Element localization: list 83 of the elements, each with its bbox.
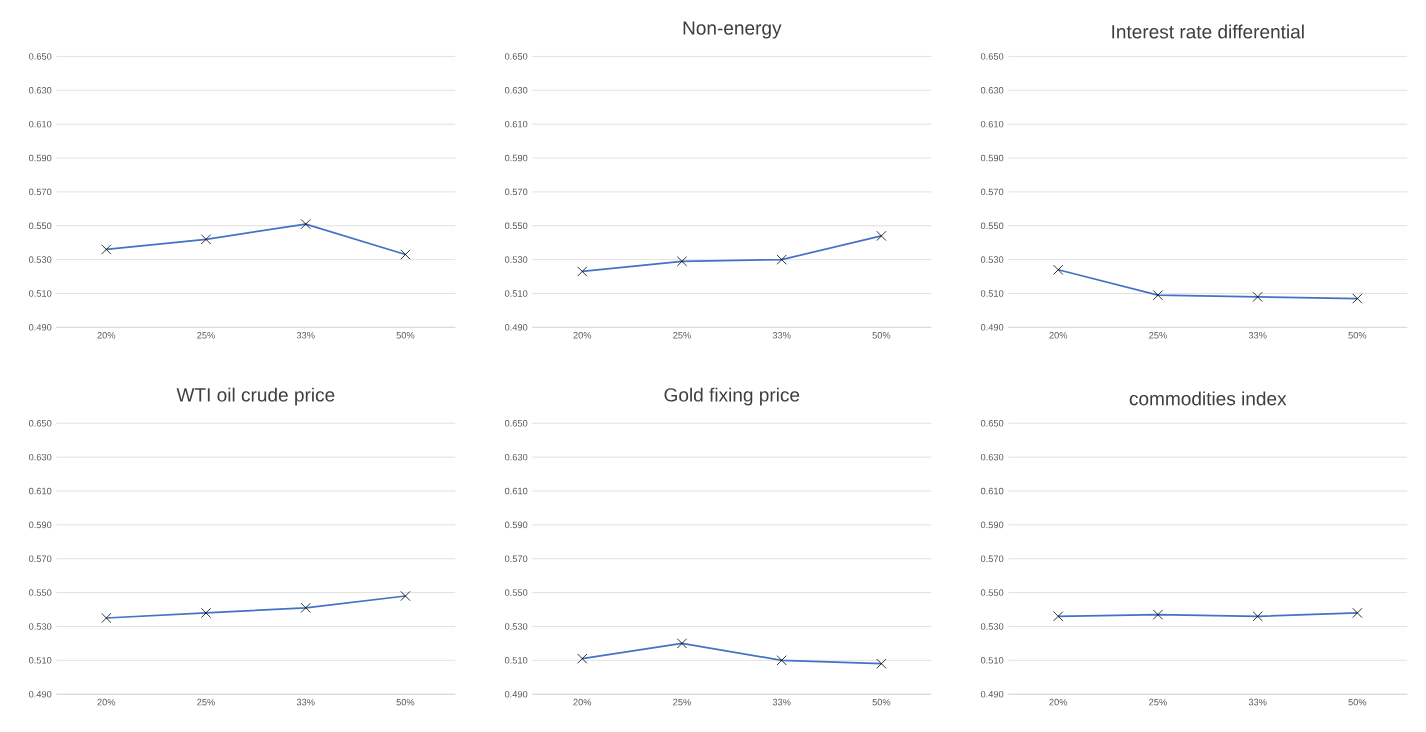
- x-tick-label: 20%: [1049, 698, 1068, 706]
- y-tick-label: 0.530: [980, 256, 1004, 263]
- y-tick-label: 0.530: [28, 623, 52, 630]
- y-tick-label: 0.550: [980, 222, 1004, 230]
- y-tick-label: 0.630: [504, 87, 528, 94]
- y-tick-label: 0.650: [504, 53, 528, 60]
- y-tick-label: 0.590: [28, 521, 52, 529]
- x-tick-label: 25%: [673, 698, 691, 706]
- y-tick-label: 0.610: [504, 487, 528, 495]
- x-tick-label: 50%: [1348, 698, 1367, 706]
- y-tick-label: 0.550: [504, 222, 528, 230]
- x-tick-label: 33%: [296, 332, 315, 339]
- y-tick-label: 0.570: [504, 188, 528, 196]
- x-tick-label: 25%: [673, 332, 691, 339]
- y-tick-label: 0.650: [980, 53, 1004, 60]
- x-tick-label: 50%: [396, 698, 415, 706]
- y-tick-label: 0.630: [504, 453, 528, 461]
- y-tick-label: 0.590: [504, 521, 528, 529]
- y-tick-label: 0.590: [980, 154, 1004, 162]
- y-tick-label: 0.510: [28, 657, 52, 664]
- y-tick-label: 0.630: [28, 453, 52, 461]
- y-tick-label: 0.510: [28, 290, 52, 297]
- y-tick-label: 0.610: [28, 120, 52, 128]
- y-tick-label: 0.650: [504, 420, 528, 427]
- y-tick-label: 0.610: [28, 487, 52, 495]
- y-tick-label: 0.590: [28, 154, 52, 162]
- x-tick-label: 20%: [573, 698, 592, 706]
- x-tick-label: 50%: [872, 698, 891, 706]
- x-tick-label: 25%: [1149, 332, 1167, 339]
- y-tick-label: 0.570: [980, 188, 1004, 196]
- y-tick-label: 0.490: [504, 691, 528, 698]
- x-tick-label: 33%: [296, 698, 315, 706]
- y-tick-label: 0.490: [504, 324, 528, 331]
- x-tick-label: 50%: [872, 332, 891, 339]
- y-tick-label: 0.550: [28, 589, 52, 596]
- y-tick-label: 0.630: [980, 87, 1004, 94]
- y-tick-label: 0.590: [980, 521, 1004, 529]
- y-tick-label: 0.510: [504, 657, 528, 664]
- x-tick-label: 33%: [1248, 332, 1267, 339]
- chart-title: Non-energy: [683, 21, 782, 39]
- x-tick-label: 20%: [97, 698, 116, 706]
- y-tick-label: 0.510: [980, 657, 1004, 664]
- x-tick-label: 25%: [197, 332, 215, 339]
- x-tick-label: 33%: [772, 698, 791, 706]
- y-tick-label: 0.570: [504, 555, 528, 563]
- y-tick-label: 0.610: [504, 120, 528, 128]
- y-tick-label: 0.510: [980, 290, 1004, 297]
- x-tick-label: 20%: [573, 332, 592, 339]
- y-tick-label: 0.550: [504, 589, 528, 596]
- x-tick-label: 33%: [1248, 698, 1267, 706]
- y-tick-label: 0.610: [980, 120, 1004, 128]
- y-tick-label: 0.610: [980, 487, 1004, 495]
- chart-title: commodities index: [1129, 391, 1287, 406]
- x-tick-label: 25%: [197, 698, 215, 706]
- y-tick-label: 0.650: [980, 420, 1004, 427]
- y-tick-label: 0.570: [28, 188, 52, 196]
- y-tick-label: 0.490: [980, 691, 1004, 698]
- y-tick-label: 0.590: [504, 154, 528, 162]
- y-tick-label: 0.490: [980, 324, 1004, 331]
- y-tick-label: 0.550: [980, 589, 1004, 596]
- chart-title: WTI oil crude price: [176, 387, 335, 406]
- y-tick-label: 0.570: [980, 555, 1004, 563]
- y-tick-label: 0.650: [28, 53, 52, 60]
- y-tick-label: 0.650: [28, 420, 52, 427]
- x-tick-label: 20%: [1049, 332, 1068, 339]
- y-tick-label: 0.630: [980, 453, 1004, 461]
- x-tick-label: 33%: [772, 332, 791, 339]
- y-tick-label: 0.550: [28, 222, 52, 230]
- y-tick-label: 0.490: [28, 324, 52, 331]
- x-tick-label: 50%: [1348, 332, 1367, 339]
- x-tick-label: 50%: [396, 332, 415, 339]
- y-tick-label: 0.530: [28, 256, 52, 263]
- y-tick-label: 0.570: [28, 555, 52, 563]
- y-tick-label: 0.630: [28, 87, 52, 94]
- y-tick-label: 0.510: [504, 290, 528, 297]
- x-tick-label: 20%: [97, 332, 116, 339]
- y-tick-label: 0.530: [504, 256, 528, 263]
- chart-title: Gold fixing price: [664, 387, 800, 406]
- y-tick-label: 0.530: [504, 623, 528, 630]
- y-tick-label: 0.490: [28, 691, 52, 698]
- chart-title: Interest rate differential: [1112, 24, 1304, 39]
- y-tick-label: 0.530: [980, 623, 1004, 630]
- x-tick-label: 25%: [1149, 698, 1167, 706]
